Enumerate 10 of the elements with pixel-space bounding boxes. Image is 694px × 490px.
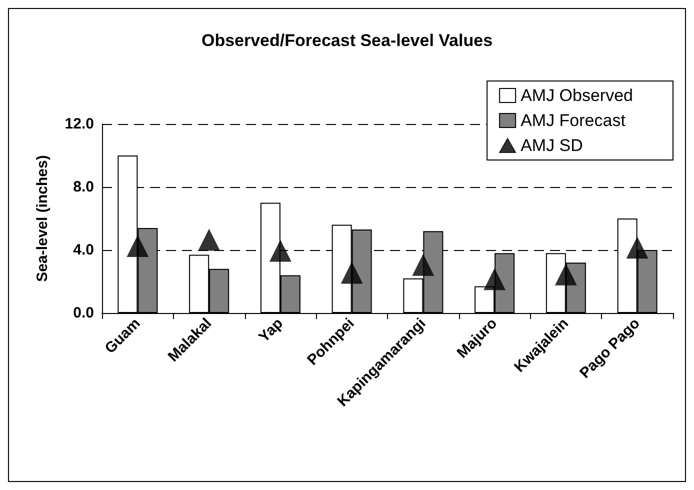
chart-title: Observed/Forecast Sea-level Values <box>201 31 493 50</box>
legend-label: AMJ Forecast <box>520 111 626 130</box>
legend-label: AMJ SD <box>520 136 583 155</box>
x-tick-label: Yap <box>256 314 286 346</box>
y-axis-title: Sea-level (inches) <box>34 155 51 282</box>
y-tick-label: 12.0 <box>64 116 94 132</box>
y-tick-label: 4.0 <box>73 242 94 258</box>
legend-label: AMJ Observed <box>520 86 634 105</box>
y-tick-label: 8.0 <box>73 178 94 196</box>
y-tick-label: 0.0 <box>73 304 94 322</box>
